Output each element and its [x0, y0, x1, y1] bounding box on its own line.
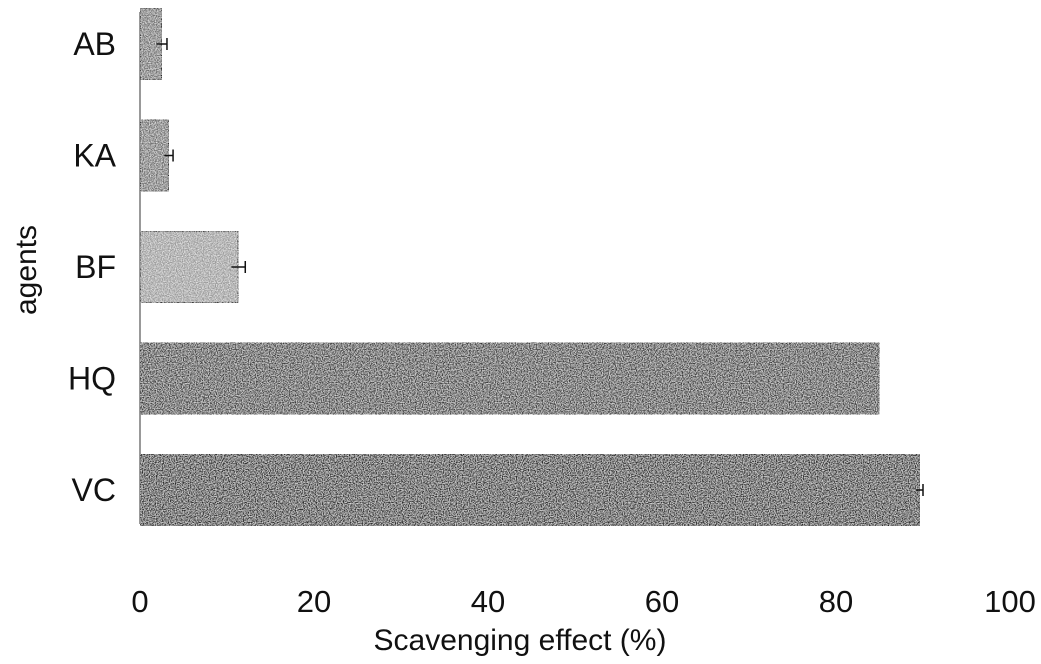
error-bar-ka [164, 149, 174, 162]
x-tick-label-60: 60 [645, 584, 679, 619]
x-tick-label-100: 100 [984, 584, 1036, 619]
bar-bf [139, 230, 240, 304]
x-tick-label-80: 80 [819, 584, 853, 619]
category-label-ka: KA [73, 138, 116, 174]
x-tick-label-0: 0 [131, 584, 148, 619]
error-bar-ab [156, 38, 168, 50]
x-tick-label-40: 40 [471, 584, 505, 619]
category-labels: AB KA BF HQ VC [68, 26, 117, 508]
category-label-vc: VC [72, 472, 116, 508]
x-tick-labels: 0 20 40 60 80 100 [131, 584, 1035, 619]
bar-hq [139, 341, 881, 416]
bar-vc [139, 453, 921, 527]
x-tick-label-20: 20 [297, 584, 331, 619]
category-label-ab: AB [73, 26, 116, 62]
bars-group [139, 7, 921, 527]
error-bars-group [156, 38, 924, 496]
x-axis-title: Scavenging effect (%) [374, 624, 667, 657]
category-label-bf: BF [75, 249, 116, 285]
error-bar-bf [231, 261, 247, 273]
y-axis-title: agents [10, 225, 43, 315]
bar-ka [139, 118, 170, 193]
error-bar-vc [916, 484, 924, 496]
category-label-hq: HQ [68, 361, 116, 397]
